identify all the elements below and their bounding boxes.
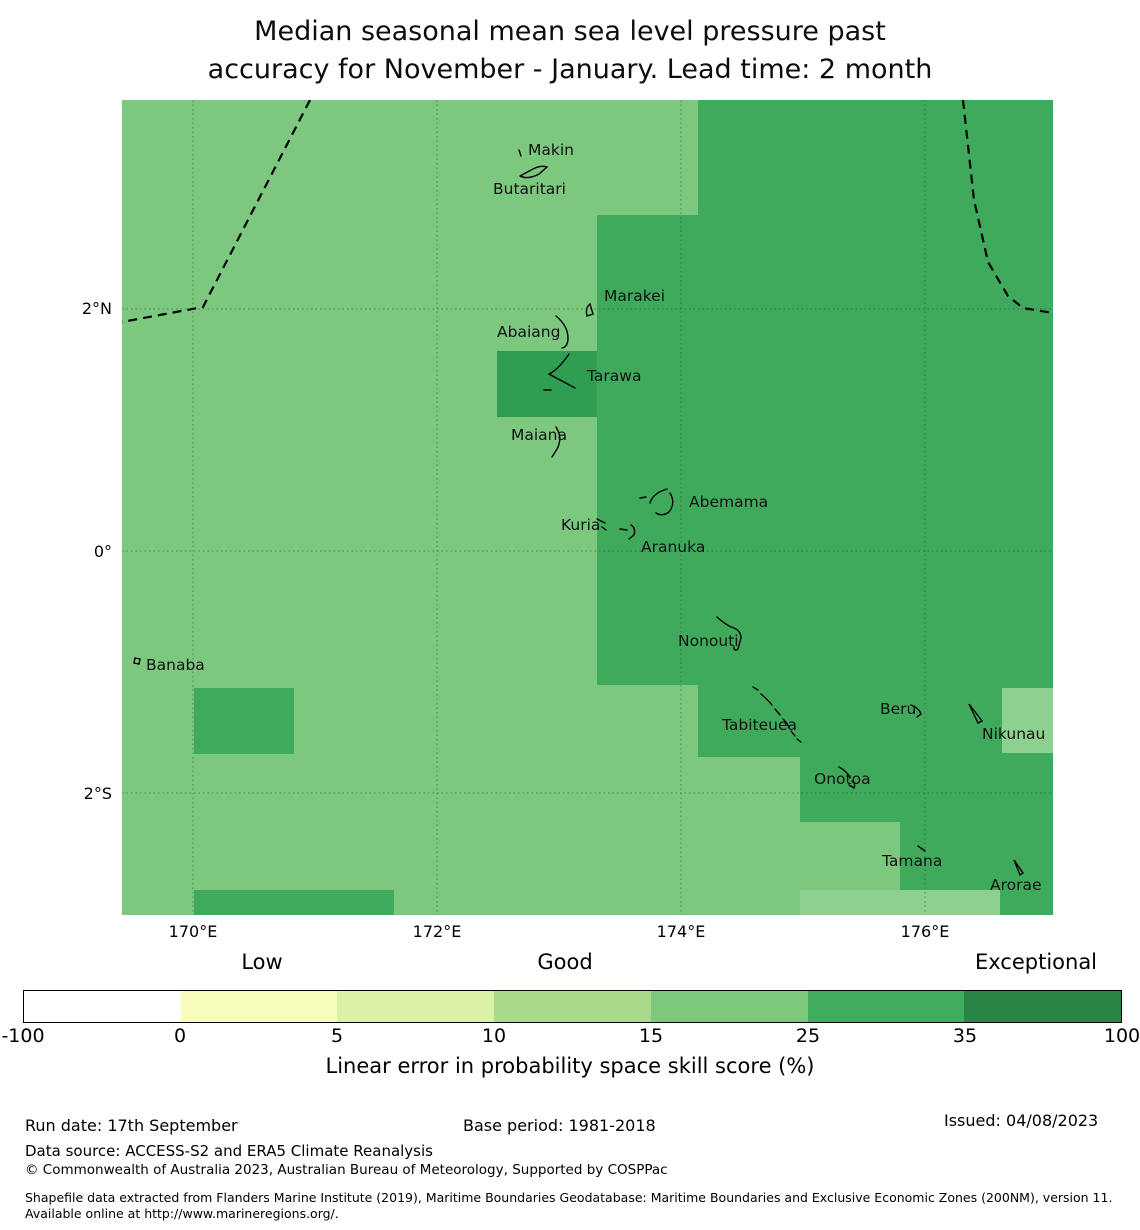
island-label-banaba: Banaba xyxy=(146,656,205,674)
region-skill-25-35-banaba xyxy=(194,688,294,754)
region-skill-25-35-southwest xyxy=(194,890,394,915)
island-shape-tabiteuea xyxy=(752,686,802,743)
eez-boundary-lines xyxy=(122,100,1053,324)
colorbar-tick-5: 5 xyxy=(330,1025,344,1047)
island-label-makin: Makin xyxy=(528,141,574,159)
island-shape-onotoa xyxy=(838,766,856,789)
colorbar-tick-35: 35 xyxy=(952,1025,978,1047)
colorbar xyxy=(23,990,1122,1023)
island-label-butaritari: Butaritari xyxy=(493,180,566,198)
colorbar-segment-25-35 xyxy=(807,991,965,1022)
region-skill-10-15-south xyxy=(800,890,1000,915)
island-label-kuria: Kuria xyxy=(561,516,601,534)
y-axis-tick-2S: 2°S xyxy=(83,784,112,803)
colorbar-segment-15-25 xyxy=(650,991,808,1022)
figure-title-line1: Median seasonal mean sea level pressure … xyxy=(254,16,886,47)
footer-base-period: Base period: 1981-2018 xyxy=(463,1116,656,1135)
eez-boundary-east xyxy=(961,100,1053,315)
island-label-beru: Beru xyxy=(880,700,917,718)
island-label-abaiang: Abaiang xyxy=(497,323,561,341)
island-label-maiana: Maiana xyxy=(511,426,567,444)
colorbar-tick-10: 10 xyxy=(481,1025,507,1047)
colorbar-segment-5-10 xyxy=(337,991,495,1022)
footer-data-source: Data source: ACCESS-S2 and ERA5 Climate … xyxy=(25,1142,433,1160)
island-label-abemama: Abemama xyxy=(689,493,769,511)
region-skill-10-15-nikunau xyxy=(1002,688,1053,753)
region-skill-35-100-tarawa xyxy=(497,351,597,417)
island-shape-maiana xyxy=(551,426,561,458)
footer-issued: Issued: 04/08/2023 xyxy=(944,1111,1099,1130)
island-label-aranuka: Aranuka xyxy=(641,538,706,556)
colorbar-tick-0: 0 xyxy=(173,1025,187,1047)
island-shape-tarawa xyxy=(543,353,576,391)
island-shape-tamana xyxy=(917,845,926,852)
island-label-tamana: Tamana xyxy=(882,852,943,870)
island-label-tarawa: Tarawa xyxy=(587,367,642,385)
island-shape-nikunau xyxy=(968,703,984,724)
island-shape-aranuka xyxy=(619,524,636,540)
eez-boundary-west xyxy=(122,100,311,324)
island-shape-abaiang xyxy=(555,315,569,349)
island-outlines xyxy=(133,149,1024,877)
colorbar-tick-25: 25 xyxy=(795,1025,821,1047)
graticule-gridlines xyxy=(122,100,1053,915)
colorbar-caption: Linear error in probability space skill … xyxy=(325,1054,815,1078)
island-shape-beru xyxy=(910,704,922,718)
x-axis-tick-170E: 170°E xyxy=(168,922,218,941)
colorbar-tick-100: 100 xyxy=(1103,1025,1140,1047)
colorbar-label-low: Low xyxy=(241,950,283,974)
island-shape-marakei xyxy=(585,302,594,317)
figure-title-line2: accuracy for November - January. Lead ti… xyxy=(207,54,933,85)
x-axis-tick-172E: 172°E xyxy=(412,922,462,941)
island-shape-butaritari xyxy=(519,165,549,179)
colorbar-label-exceptional: Exceptional xyxy=(974,950,1098,974)
island-shape-abemama xyxy=(639,488,674,516)
colorbar-segment-35-100 xyxy=(964,991,1122,1022)
island-shape-kuria xyxy=(596,518,607,531)
region-skill-25-35-east xyxy=(597,100,1053,915)
island-label-nonouti: Nonouti xyxy=(678,632,739,650)
island-label-arorae: Arorae xyxy=(990,876,1042,894)
island-shape-nonouti xyxy=(716,616,742,651)
colorbar-segment-10-15 xyxy=(494,991,651,1022)
colorbar-segment-neg100-0 xyxy=(24,991,181,1022)
island-label-onotoa: Onotoa xyxy=(814,770,871,788)
island-label-tabiteuea: Tabiteuea xyxy=(722,716,798,734)
island-label-nikunau: Nikunau xyxy=(982,725,1046,743)
x-axis-tick-174E: 174°E xyxy=(656,922,706,941)
y-axis-tick-0: 0° xyxy=(93,542,112,561)
colorbar-tick-15: 15 xyxy=(638,1025,664,1047)
colorbar-tick-neg100: -100 xyxy=(1,1025,45,1047)
footer-copyright: © Commonwealth of Australia 2023, Austra… xyxy=(25,1162,668,1178)
x-axis-tick-176E: 176°E xyxy=(900,922,950,941)
island-shape-banaba xyxy=(133,657,141,665)
colorbar-segment-0-5 xyxy=(180,991,338,1022)
island-shape-makin xyxy=(518,149,522,157)
map-canvas xyxy=(122,100,1053,915)
island-shape-arorae xyxy=(1013,859,1024,877)
footer-shapefile-note: Shapefile data extracted from Flanders M… xyxy=(25,1190,1113,1221)
y-axis-tick-2N: 2°N xyxy=(81,299,112,318)
island-label-marakei: Marakei xyxy=(604,287,666,305)
colorbar-label-good: Good xyxy=(537,950,593,974)
footer-run-date: Run date: 17th September xyxy=(25,1116,238,1135)
